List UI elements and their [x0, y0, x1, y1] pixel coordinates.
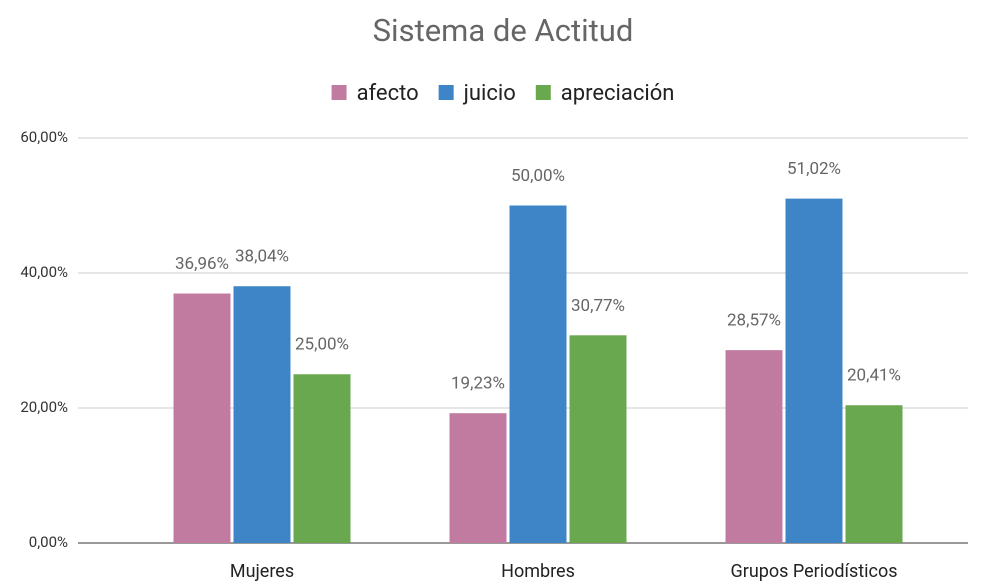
- x-tick-label: Grupos Periodísticos: [730, 561, 897, 582]
- y-tick-label: 60,00%: [20, 128, 68, 146]
- bar: [785, 198, 843, 544]
- bar: [173, 293, 231, 543]
- value-label: 30,77%: [571, 296, 625, 316]
- bar: [725, 350, 783, 543]
- value-label: 36,96%: [175, 254, 229, 274]
- bar: [509, 205, 567, 543]
- legend-swatch: [535, 85, 551, 100]
- y-tick-label: 20,00%: [20, 398, 68, 416]
- legend-label: apreciación: [561, 81, 675, 106]
- x-tick-label: Mujeres: [230, 561, 294, 582]
- y-tick-label: 0,00%: [29, 533, 68, 551]
- value-label: 20,41%: [847, 366, 901, 386]
- y-tick-label: 40,00%: [20, 263, 68, 281]
- legend-swatch: [331, 85, 347, 100]
- bar: [845, 405, 903, 543]
- bar: [293, 374, 351, 543]
- value-label: 50,00%: [511, 166, 565, 186]
- chart-title: Sistema de Actitud: [373, 12, 634, 49]
- bar: [233, 286, 291, 543]
- bar: [449, 413, 507, 543]
- value-label: 38,04%: [235, 247, 289, 267]
- value-label: 19,23%: [451, 374, 505, 394]
- bar: [569, 335, 627, 543]
- value-label: 25,00%: [295, 335, 349, 355]
- legend-label: afecto: [357, 81, 419, 106]
- x-tick-label: Hombres: [501, 561, 575, 582]
- legend-label: juicio: [463, 81, 516, 106]
- value-label: 28,57%: [727, 311, 781, 331]
- legend-swatch: [438, 85, 454, 100]
- value-label: 51,02%: [787, 159, 841, 179]
